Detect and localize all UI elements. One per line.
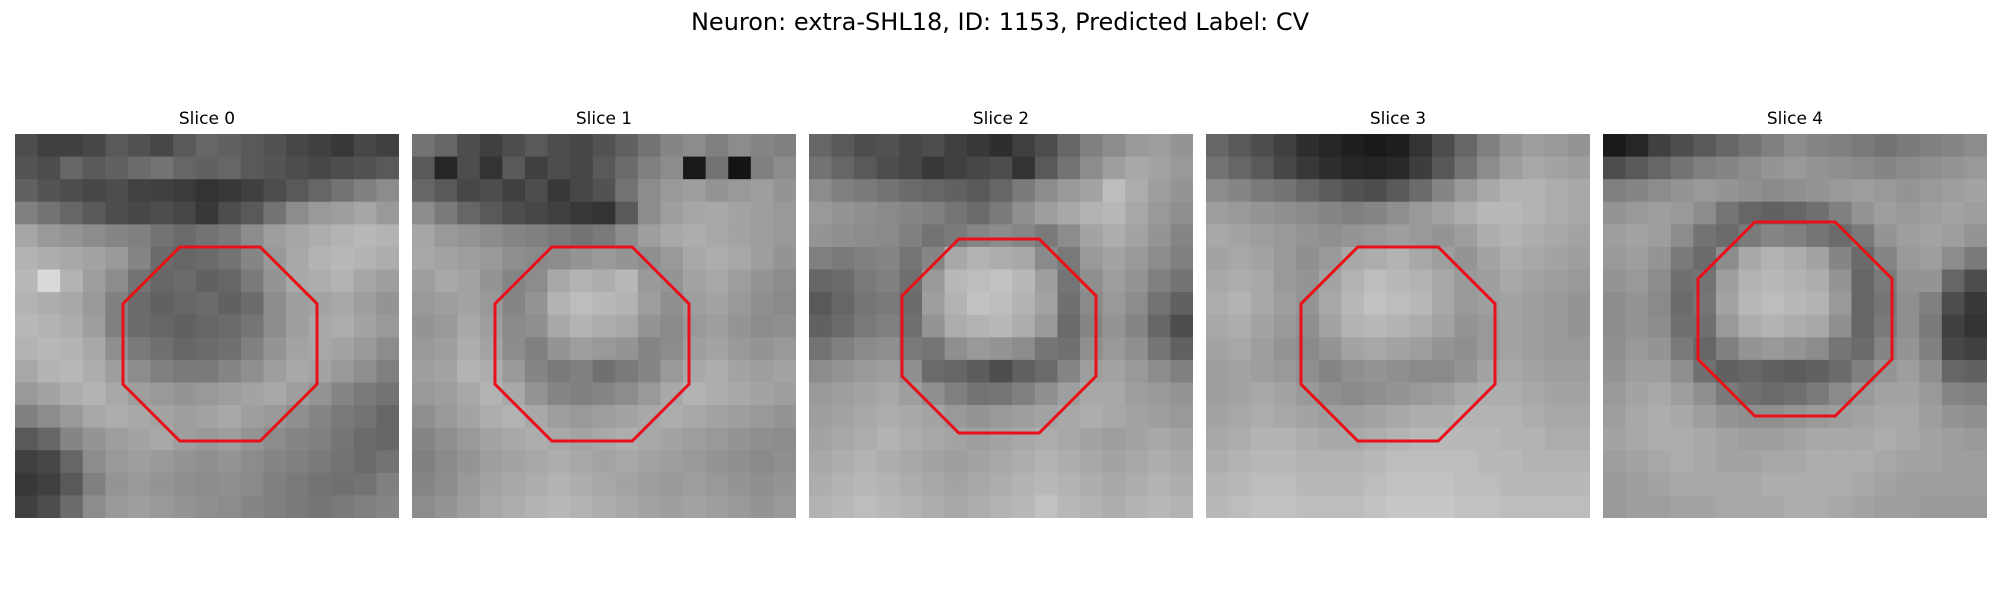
slice-panel-4: Slice 4: [1603, 108, 1987, 518]
slice-title-4: Slice 4: [1766, 109, 1824, 129]
slice-image-1: [412, 134, 796, 518]
slice-panel-3: Slice 3: [1206, 108, 1590, 518]
slice-image-4: [1603, 134, 1987, 518]
figure-title: Neuron: extra-SHL18, ID: 1153, Predicted…: [690, 8, 1310, 36]
roi-octagon-outline: [900, 237, 1098, 435]
micrograph-pixels: [15, 134, 399, 518]
slice-title-3: Slice 3: [1369, 109, 1427, 129]
micrograph-pixels: [1603, 134, 1987, 518]
micrograph-pixels: [809, 134, 1193, 518]
slice-image-0: [15, 134, 399, 518]
micrograph-pixels: [412, 134, 796, 518]
slice-panel-1: Slice 1: [412, 108, 796, 518]
roi-octagon-outline: [121, 245, 319, 443]
slice-title-1: Slice 1: [575, 109, 633, 129]
slice-image-3: [1206, 134, 1590, 518]
slice-image-2: [809, 134, 1193, 518]
roi-octagon-outline: [1696, 220, 1894, 418]
slice-title-2: Slice 2: [972, 109, 1030, 129]
slice-title-0: Slice 0: [178, 109, 236, 129]
slice-panel-0: Slice 0: [15, 108, 399, 518]
roi-octagon-outline: [1299, 245, 1497, 443]
roi-octagon-outline: [493, 245, 691, 443]
micrograph-pixels: [1206, 134, 1590, 518]
slice-panel-2: Slice 2: [809, 108, 1193, 518]
